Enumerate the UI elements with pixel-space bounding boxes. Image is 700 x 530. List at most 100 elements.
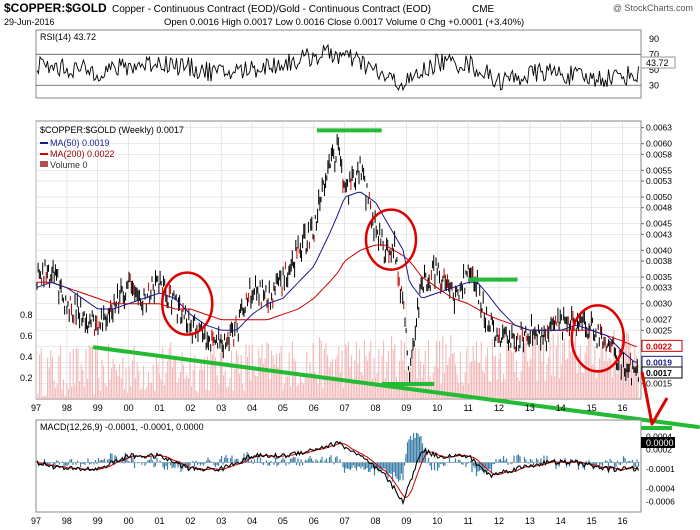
x-axis-top-label-99: 99 — [93, 403, 103, 413]
x-axis-bottom-label-15: 15 — [587, 516, 597, 526]
volume-tick-label: 0.2 — [20, 373, 33, 383]
x-axis-bottom-label-08: 08 — [371, 516, 381, 526]
price-tick-label: 0.0050 — [646, 192, 672, 202]
price-tick-label: 0.0025 — [646, 325, 672, 335]
macd-frame — [35, 419, 642, 513]
red-circle-3 — [570, 304, 626, 373]
x-axis-bottom-label-12: 12 — [494, 516, 504, 526]
x-axis-bottom-label-07: 07 — [340, 516, 350, 526]
macd-tick-label: -0.0004 — [646, 484, 675, 494]
ma50-path — [36, 191, 638, 363]
x-axis-top-label-13: 13 — [525, 403, 535, 413]
x-axis-top-label-02: 02 — [185, 403, 195, 413]
price-tick-label: 0.0053 — [646, 176, 672, 186]
green-trendline — [92, 345, 700, 429]
x-axis-top-label-07: 07 — [340, 403, 350, 413]
legend-main: $COPPER:$GOLD (Weekly) 0.0017 — [40, 125, 184, 135]
x-axis-top: 97 98 99 00 01 02 03 04 05 06 07 08 09 10 11 12 13 14 15 16 — [31, 403, 627, 413]
x-axis-bottom-label-16: 16 — [617, 516, 627, 526]
macd-tick-label: -0.0001 — [646, 464, 675, 474]
x-axis-bottom-label-09: 09 — [401, 516, 411, 526]
volume-tick-label: 0.8 — [20, 310, 33, 320]
x-axis-bottom-label-02: 02 — [185, 516, 195, 526]
annotations — [92, 128, 700, 430]
price-tick-label: 0.0063 — [646, 123, 672, 133]
macd-callout-box — [641, 437, 675, 448]
price-tick-label: 0.0038 — [646, 256, 672, 266]
x-axis-bottom-label-10: 10 — [432, 516, 442, 526]
rsi-current-box — [640, 56, 676, 69]
legend-ma50: MA(50) 0.0019 — [50, 138, 110, 148]
rsi-tick-label: 30 — [649, 80, 659, 90]
x-axis-top-label-01: 01 — [154, 403, 164, 413]
price-tick-label: 0.0055 — [646, 165, 672, 175]
rsi-tick-label: 70 — [649, 49, 659, 59]
x-axis-bottom-label-05: 05 — [278, 516, 288, 526]
exchange-label: CME — [472, 4, 495, 15]
watermark: @ StockCharts.com — [613, 3, 693, 13]
volume-tick-label: 0.6 — [20, 331, 33, 341]
price-tick-label: 0.0043 — [646, 229, 672, 239]
legend-volume: Volume 0 — [50, 160, 88, 170]
symbol-title: $COPPER:$GOLD — [4, 1, 107, 15]
macd-tick-label: 0.0002 — [646, 445, 672, 455]
x-axis-top-label-98: 98 — [62, 403, 72, 413]
x-axis-top-label-14: 14 — [556, 403, 566, 413]
price-tick-label: 0.0040 — [646, 245, 672, 255]
legend-volume-swatch — [40, 161, 48, 167]
price-callout-label: 0.0019 — [646, 357, 672, 367]
price-bars — [36, 133, 639, 386]
price-tick-label: 0.0060 — [646, 139, 672, 149]
x-axis-bottom: 97 98 99 00 01 02 03 04 05 06 07 08 09 10 11 12 13 14 15 16 — [31, 516, 627, 526]
x-axis-top-label-97: 97 — [31, 403, 41, 413]
red-circle-2 — [364, 208, 418, 271]
volume-ticks: 0.8 0.6 0.4 0.2 — [20, 310, 33, 383]
macd-path — [36, 440, 640, 506]
x-axis-top-label-16: 16 — [617, 403, 627, 413]
x-axis-bottom-label-14: 14 — [556, 516, 566, 526]
legend-ma200: MA(200) 0.0022 — [50, 149, 115, 159]
x-axis-bottom-label-06: 06 — [309, 516, 319, 526]
x-axis-top-label-11: 11 — [463, 403, 472, 413]
x-axis-top-label-15: 15 — [587, 403, 597, 413]
price-tick-label: 0.0058 — [646, 149, 672, 159]
x-axis-bottom-label-04: 04 — [247, 516, 257, 526]
x-axis-top-label-06: 06 — [309, 403, 319, 413]
rsi-tick-label: 90 — [649, 34, 659, 44]
macd-lines — [36, 440, 640, 506]
x-axis-bottom-label-01: 01 — [154, 516, 164, 526]
x-axis-bottom-label-11: 11 — [463, 516, 472, 526]
ohlc-readout: Open 0.0016 High 0.0017 Low 0.0016 Close… — [164, 17, 524, 28]
rsi-ticks: 90 70 50 30 — [36, 34, 659, 90]
x-axis-top-label-04: 04 — [247, 403, 257, 413]
symbol-description: Copper - Continuous Contract (EOD)/Gold … — [112, 4, 431, 15]
x-axis-top-label-03: 03 — [216, 403, 226, 413]
macd-panel: MACD(12,26,9) -0.0001, -0.0001, 0.0000 0… — [35, 419, 675, 513]
x-axis-bottom-label-98: 98 — [62, 516, 72, 526]
x-axis-bottom-label-00: 00 — [124, 516, 134, 526]
price-callout-label: 0.0022 — [646, 341, 672, 351]
rsi-label: RSI(14) 43.72 — [40, 32, 96, 42]
x-axis-bottom-label-13: 13 — [525, 516, 535, 526]
macd-tick-label: -0.0006 — [646, 497, 675, 507]
macd-label: MACD(12,26,9) -0.0001, -0.0001, 0.0000 — [40, 422, 204, 432]
x-axis-bottom-label-03: 03 — [216, 516, 226, 526]
macd-callout-value: 0.0000 — [646, 438, 674, 448]
macd-tick-label: 0.0004 — [646, 432, 672, 442]
x-axis-bottom-label-97: 97 — [31, 516, 41, 526]
price-tick-label: 0.0033 — [646, 283, 672, 293]
rsi-frame — [35, 29, 642, 99]
volume-tick-label: 0.4 — [20, 352, 33, 362]
price-callout-label: 0.0017 — [646, 368, 672, 378]
price-tick-label: 0.0015 — [646, 379, 672, 389]
rsi-tick-label: 50 — [649, 65, 659, 75]
x-axis-top-label-10: 10 — [432, 403, 442, 413]
price-callout-box — [641, 339, 683, 352]
red-circle-1 — [161, 271, 214, 336]
price-tick-label: 0.0027 — [646, 315, 672, 325]
red-arrow — [640, 371, 669, 426]
rsi-panel: RSI(14) 43.72 90 70 50 30 43.72 — [35, 29, 676, 99]
ma50-line — [36, 191, 638, 363]
